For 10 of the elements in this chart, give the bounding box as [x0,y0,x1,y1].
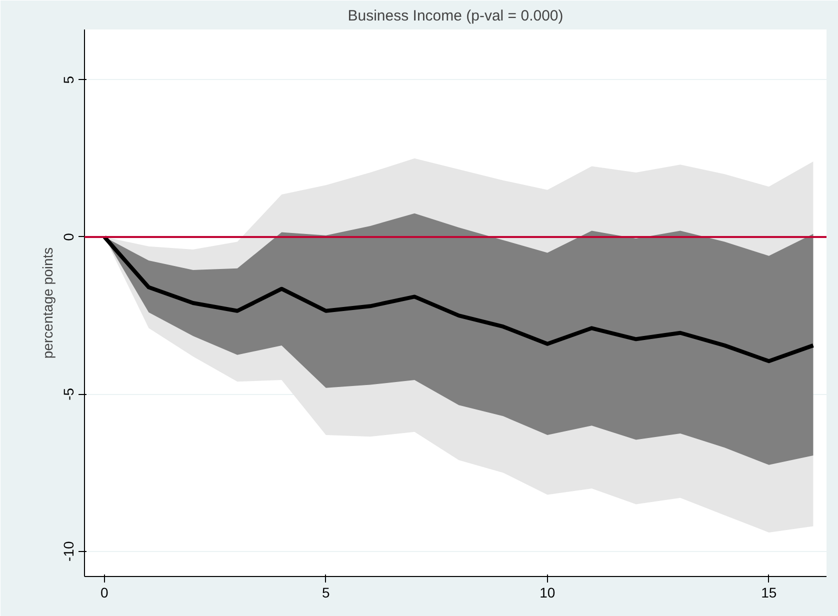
x-tick-label: 10 [540,584,556,600]
x-tick-label: 5 [322,584,330,600]
y-tick-label: 5 [60,76,76,84]
y-tick-label: 0 [60,232,76,241]
x-tick-label: 0 [100,584,109,600]
x-tick-label: 15 [761,584,777,600]
y-axis-title: percentage points [40,247,56,359]
y-tick-label: -10 [60,541,76,562]
y-tick-label: -5 [60,388,76,400]
chart-title: Business Income (p-val = 0.000) [348,8,564,24]
